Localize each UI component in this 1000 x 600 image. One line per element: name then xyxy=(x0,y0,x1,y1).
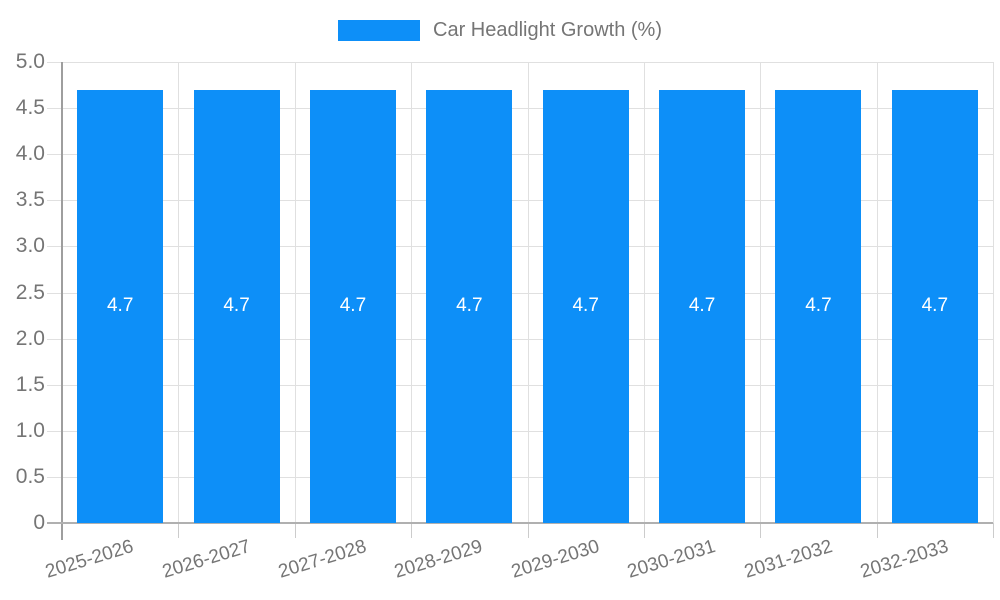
x-axis-tick xyxy=(643,523,645,538)
bar-value-label: 4.7 xyxy=(339,295,367,317)
gridline-h xyxy=(47,154,993,156)
bar[interactable] xyxy=(891,89,978,523)
bar-value-label: 4.7 xyxy=(106,295,134,317)
x-tick-label: 2028-2029 xyxy=(392,536,486,583)
gridline-v xyxy=(876,62,878,523)
gridline-v xyxy=(527,62,529,523)
x-axis-tick xyxy=(760,523,762,538)
bar-value-label: 4.7 xyxy=(456,295,483,317)
y-tick-label: 5.0 xyxy=(15,50,45,73)
bar[interactable] xyxy=(659,89,746,523)
gridline-h xyxy=(47,292,993,294)
x-axis-tick xyxy=(294,523,296,538)
y-tick-label: 0.5 xyxy=(15,464,45,488)
gridline-h xyxy=(47,200,993,202)
x-tick-label: 2029-2030 xyxy=(508,536,602,583)
bar[interactable] xyxy=(309,89,396,523)
x-axis-tick xyxy=(411,523,413,538)
bar-value-label: 4.7 xyxy=(921,295,949,317)
chart-legend: Car Headlight Growth (%) xyxy=(0,19,1000,42)
y-axis-line xyxy=(61,62,63,540)
x-axis-tick xyxy=(876,523,878,538)
y-tick-label: 4.0 xyxy=(15,142,45,166)
x-tick-label: 2026-2027 xyxy=(159,536,253,583)
legend-swatch xyxy=(338,20,421,41)
x-tick-label: 2032-2033 xyxy=(857,536,951,583)
y-tick-label: 1.0 xyxy=(15,418,45,442)
bar[interactable] xyxy=(77,89,164,523)
gridline-v xyxy=(178,62,180,523)
x-tick-label: 2027-2028 xyxy=(276,536,370,583)
plot-area: 4.7 4.7 4.7 4.7 4.7 4.7 4.7 4.7 0 0.5 1.0 1.5 2.0 2.… xyxy=(16,50,994,583)
gridline-h xyxy=(47,62,993,63)
bar[interactable] xyxy=(775,89,862,523)
x-axis-tick xyxy=(527,523,529,538)
bar[interactable] xyxy=(542,89,629,523)
gridline-v xyxy=(411,62,413,523)
gridline-h xyxy=(47,108,993,110)
y-tick-label: 0 xyxy=(33,511,45,534)
gridline-v xyxy=(993,62,994,523)
y-tick-label: 2.0 xyxy=(15,326,45,350)
gridline-h xyxy=(47,476,993,478)
gridline-v xyxy=(760,62,762,523)
x-tick-label: 2031-2032 xyxy=(741,536,835,583)
y-tick-label: 3.0 xyxy=(15,234,45,258)
gridline-v xyxy=(294,62,296,523)
x-tick-label: 2025-2026 xyxy=(43,536,137,583)
gridline-h xyxy=(47,246,993,248)
bar-value-label: 4.7 xyxy=(223,295,250,317)
legend-label: Car Headlight Growth (%) xyxy=(433,19,662,41)
x-axis-line xyxy=(47,522,993,524)
y-tick-label: 1.5 xyxy=(15,372,45,396)
bar-value-label: 4.7 xyxy=(688,295,716,317)
x-tick-label: 2030-2031 xyxy=(625,536,719,583)
bar[interactable] xyxy=(193,89,280,523)
gridline-h xyxy=(47,384,993,386)
x-axis-tick xyxy=(178,523,180,538)
gridline-h xyxy=(47,430,993,432)
y-tick-label: 4.5 xyxy=(15,96,45,120)
bar[interactable] xyxy=(426,89,513,523)
gridline-h xyxy=(47,338,993,340)
y-tick-label: 3.5 xyxy=(15,188,45,212)
x-axis-tick xyxy=(993,523,994,538)
gridline-v xyxy=(643,62,645,523)
legend-item[interactable]: Car Headlight Growth (%) xyxy=(338,19,662,42)
y-tick-label: 2.5 xyxy=(15,280,45,304)
bar-value-label: 4.7 xyxy=(572,295,599,317)
bar-value-label: 4.7 xyxy=(805,295,832,317)
